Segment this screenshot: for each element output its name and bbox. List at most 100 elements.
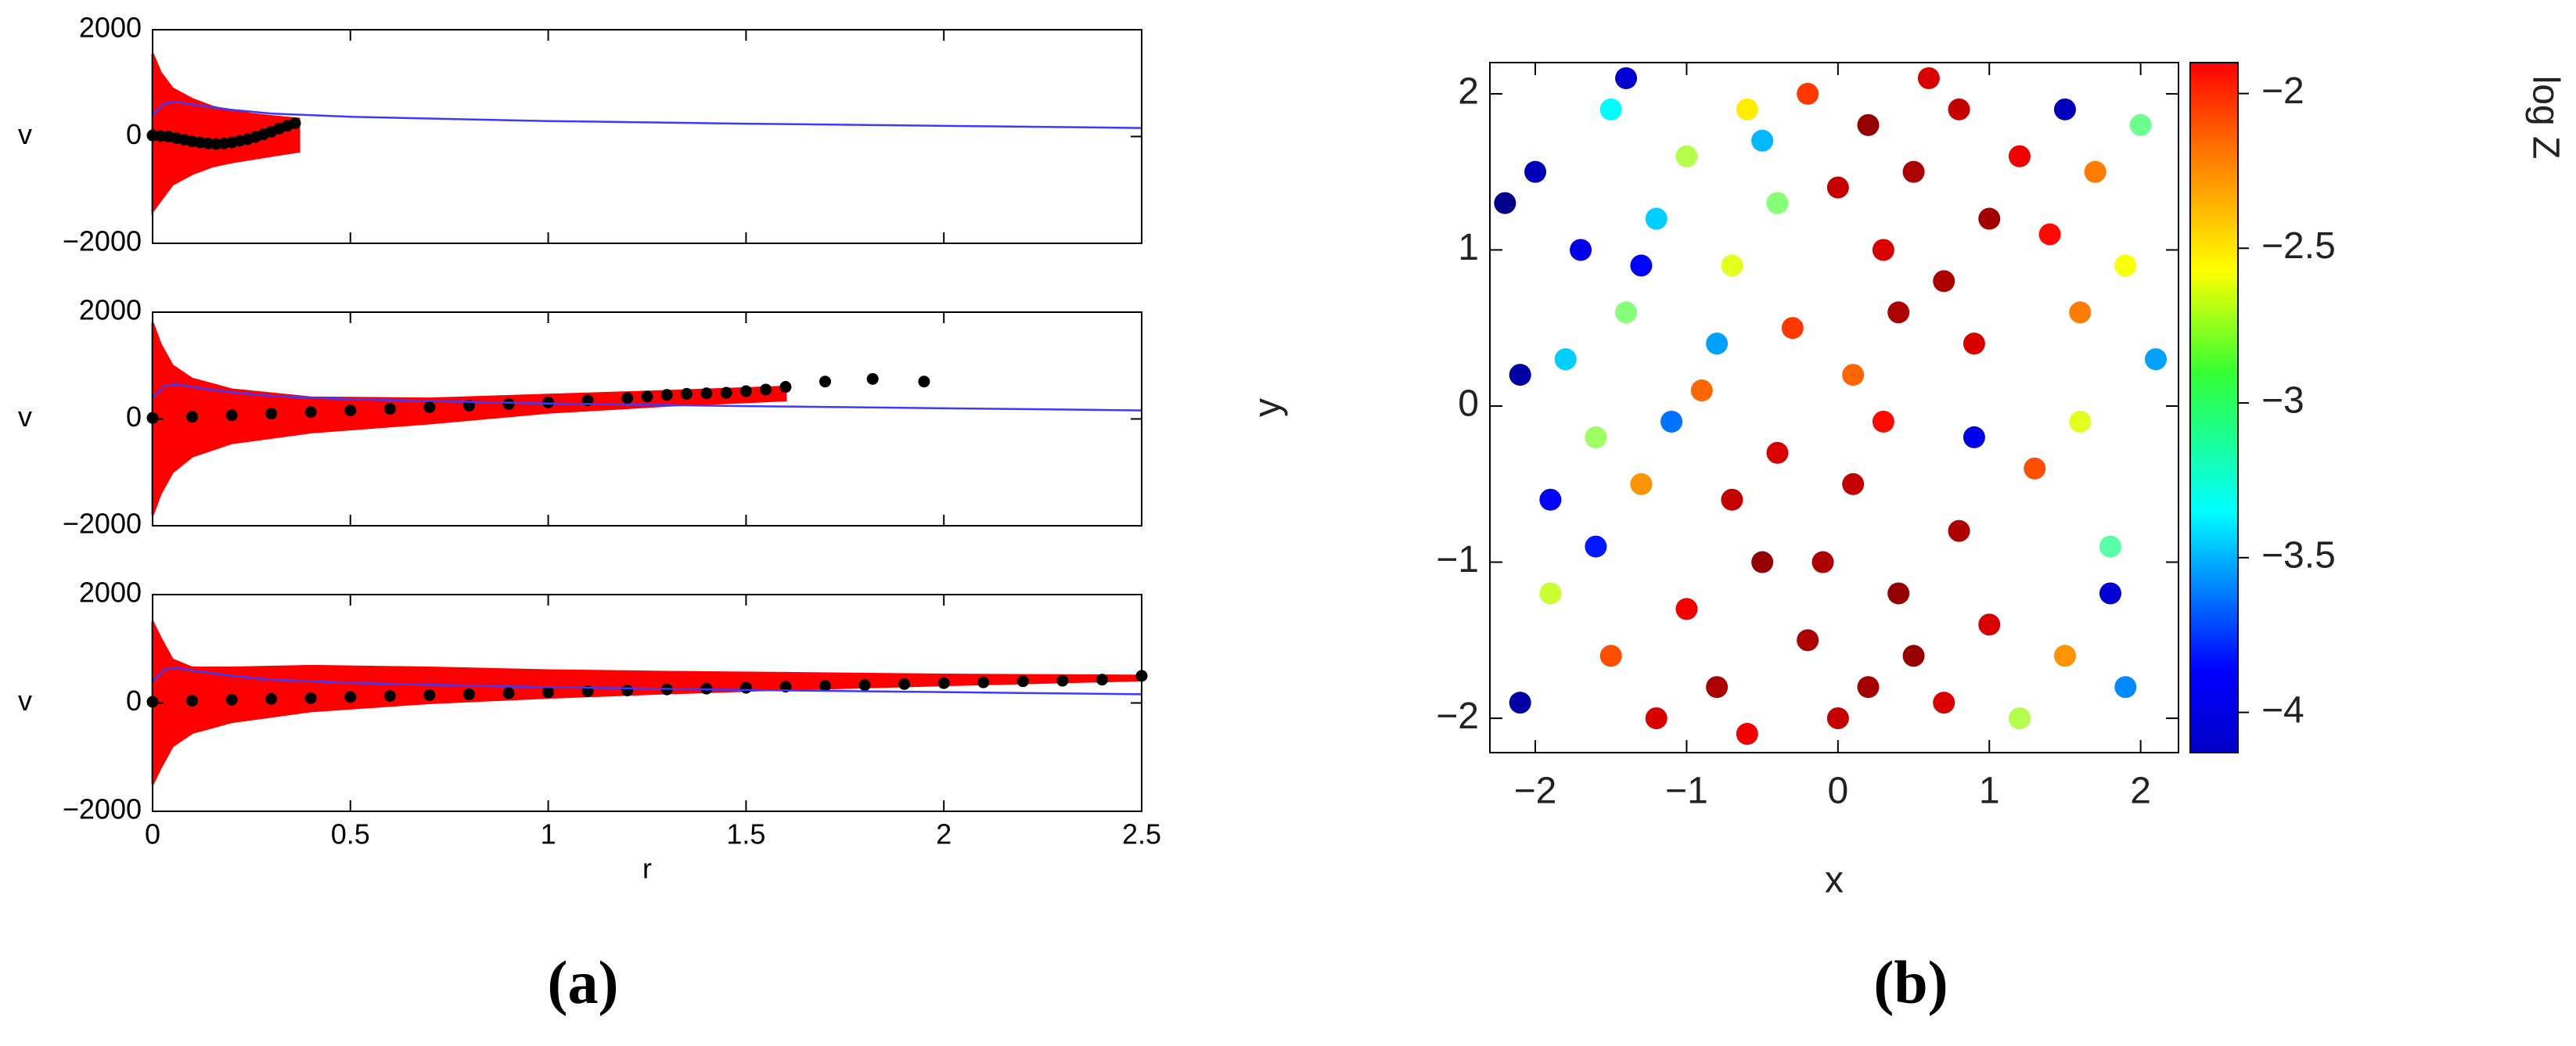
model-line (152, 667, 1142, 696)
x-tick-label: 1 (1979, 771, 2000, 812)
data-point (344, 691, 357, 703)
plot-frame (152, 29, 1142, 244)
colorbar-tick-label: −3 (2261, 380, 2304, 422)
x-tick-label: −1 (1665, 771, 1708, 812)
data-point (760, 383, 772, 396)
data-point (819, 376, 832, 388)
data-point (383, 403, 396, 415)
data-point (1902, 645, 1925, 667)
data-point (1554, 348, 1577, 371)
data-point (542, 686, 555, 699)
data-point (1736, 98, 1758, 120)
data-point (1539, 488, 1562, 511)
data-point (1645, 707, 1668, 730)
x-tick-label: 2.5 (1122, 818, 1161, 850)
data-point (1675, 598, 1698, 620)
colorbar (2189, 62, 2239, 753)
data-point (660, 389, 673, 401)
colorbar-tick-label: −2.5 (2261, 225, 2336, 267)
data-point (502, 687, 515, 699)
data-point (1539, 582, 1562, 605)
data-point (700, 387, 713, 400)
data-point (977, 676, 990, 688)
data-point (1751, 129, 1774, 152)
data-point (1524, 160, 1547, 183)
data-point (1797, 629, 1819, 652)
y-tick-label: 2000 (79, 12, 142, 44)
data-point (2129, 113, 2152, 136)
x-tick-label: −2 (1514, 771, 1557, 812)
data-point (2069, 410, 2092, 433)
data-point (1630, 473, 1653, 495)
data-point (1736, 723, 1758, 746)
data-point (1494, 192, 1516, 214)
x-tick-label: 1 (541, 818, 556, 850)
data-point (1811, 551, 1834, 573)
y-tick-label: 2000 (79, 577, 142, 609)
data-point (1887, 301, 1910, 324)
data-point (1933, 270, 1955, 293)
data-point (1948, 98, 1970, 120)
data-point (2038, 223, 2061, 246)
y-tick-label: 2000 (79, 294, 142, 326)
data-point (289, 117, 301, 129)
point-cloud (151, 53, 300, 215)
data-point (2053, 98, 2076, 120)
data-point (186, 411, 199, 423)
data-point (225, 693, 238, 706)
data-point (739, 681, 752, 694)
data-point (225, 409, 238, 422)
x-axis-label: x (1825, 860, 1844, 901)
data-point (1721, 488, 1743, 511)
data-point (304, 406, 317, 419)
y-tick-label: −2000 (63, 793, 142, 825)
data-point (918, 376, 930, 388)
data-point (1933, 692, 1955, 714)
data-point (1887, 582, 1910, 605)
data-point (819, 680, 832, 692)
y-axis-label: v (18, 401, 32, 433)
y-tick-label: 0 (1458, 383, 1479, 425)
data-point (1781, 317, 1804, 340)
data-point (898, 678, 911, 690)
x-tick-label: 0 (145, 818, 160, 850)
y-axis-label: v (18, 685, 32, 717)
model-line (152, 383, 1142, 412)
data-point (1963, 332, 1985, 355)
data-point (1978, 613, 2001, 636)
data-point (1857, 113, 1880, 136)
data-point (1615, 66, 1638, 89)
data-point (1917, 66, 1940, 89)
colorbar-tick-label: −2 (2261, 70, 2304, 112)
data-point (1585, 535, 1607, 558)
data-point (1751, 551, 1774, 573)
x-tick-label: 2 (936, 818, 952, 850)
data-point (1509, 692, 1531, 714)
data-point (1721, 254, 1743, 277)
data-point (1872, 410, 1894, 433)
data-point (1599, 98, 1622, 120)
data-point (1797, 82, 1819, 105)
x-tick-label: 2 (2130, 771, 2151, 812)
data-point (265, 408, 278, 420)
data-point (1872, 239, 1894, 261)
y-tick-label: 0 (126, 401, 142, 433)
model-line (152, 100, 1142, 129)
data-point (502, 397, 515, 410)
data-point (2114, 254, 2137, 277)
data-point (1978, 207, 2001, 230)
data-point (1706, 332, 1729, 355)
data-point (462, 688, 475, 700)
data-point (2008, 145, 2031, 167)
data-point (304, 692, 317, 704)
y-tick-label: 0 (126, 118, 142, 150)
y-axis-label: v (18, 118, 32, 150)
colorbar-tick-label: −4 (2261, 689, 2304, 731)
data-point (1016, 675, 1029, 688)
data-point (1902, 160, 1925, 183)
data-point (2008, 707, 2031, 730)
data-point (1842, 364, 1865, 386)
data-point (542, 396, 555, 408)
data-point (1675, 145, 1698, 167)
y-tick-label: 0 (126, 685, 142, 717)
